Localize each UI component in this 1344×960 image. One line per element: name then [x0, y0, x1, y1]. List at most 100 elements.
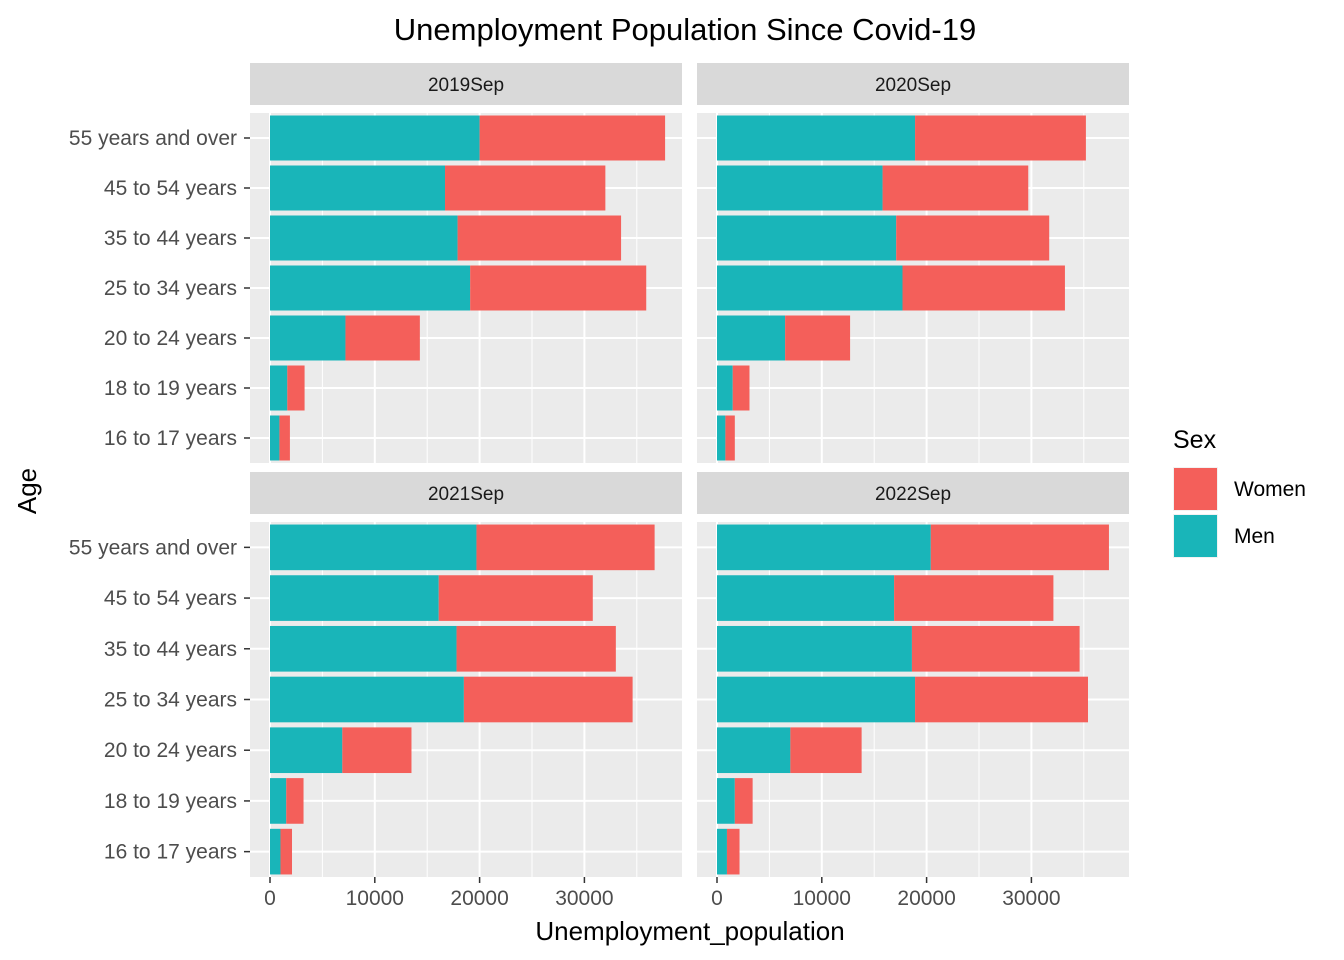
bar-women-2: [790, 727, 862, 774]
legend-label-women: Women: [1234, 478, 1306, 501]
bar-men-2: [717, 727, 791, 774]
y-tick-label: 35 to 44 years: [104, 227, 237, 250]
bar-men-0: [717, 828, 727, 875]
y-tick-label: 35 to 44 years: [104, 638, 237, 661]
bar-women-4: [456, 625, 616, 672]
bar-men-3: [270, 265, 471, 311]
y-tick-label: 16 to 17 years: [104, 427, 237, 450]
y-tick-label: 55 years and over: [69, 536, 237, 559]
bar-women-3: [902, 265, 1065, 311]
x-tick-label: 10000: [793, 887, 851, 910]
x-tick-label: 20000: [450, 887, 508, 910]
y-tick-label: 16 to 17 years: [104, 841, 237, 864]
x-tick-label: 10000: [346, 887, 404, 910]
bar-men-0: [717, 415, 726, 461]
x-axis-title: Unemployment_population: [535, 916, 844, 946]
x-tick-label: 0: [711, 887, 723, 910]
bar-men-1: [717, 365, 733, 411]
bar-women-6: [476, 524, 655, 571]
bar-men-2: [717, 315, 786, 361]
y-tick-label: 18 to 19 years: [104, 377, 237, 400]
bar-women-6: [479, 115, 666, 161]
bar-men-4: [270, 625, 457, 672]
bar-men-5: [270, 575, 439, 621]
bar-men-6: [717, 115, 916, 161]
bar-women-3: [915, 676, 1088, 723]
legend: Sex Women Men: [1173, 426, 1306, 558]
bar-women-3: [463, 676, 633, 723]
bar-women-0: [726, 828, 740, 875]
y-axis-title: Age: [12, 468, 42, 514]
bar-men-5: [717, 575, 895, 621]
bar-men-1: [717, 778, 735, 824]
bar-men-2: [270, 315, 346, 361]
y-tick-label: 25 to 34 years: [104, 277, 237, 300]
bar-women-1: [732, 365, 750, 411]
facet-strip: [697, 63, 1129, 105]
bar-men-6: [717, 524, 931, 571]
bar-men-6: [270, 115, 480, 161]
bar-women-4: [457, 215, 622, 261]
bar-women-1: [287, 365, 305, 411]
legend-key-men: [1174, 515, 1217, 557]
facet-panel-2022Sep: 2022Sep 0 10000 20000 30000: [697, 472, 1129, 910]
x-tick-label: 0: [264, 887, 276, 910]
chart-title: Unemployment Population Since Covid-19: [394, 12, 976, 47]
bar-men-4: [717, 625, 912, 672]
bar-women-6: [915, 115, 1086, 161]
y-tick-label: 20 to 24 years: [104, 739, 237, 762]
bar-men-5: [270, 165, 446, 211]
bar-women-2: [785, 315, 851, 361]
facet-panel-2021Sep: 2021Sep 16 to 17 years 18 to 19 years 20 to…: [69, 472, 682, 910]
bar-women-1: [286, 778, 304, 824]
bar-men-6: [270, 524, 477, 571]
bar-men-3: [717, 676, 916, 723]
bar-women-3: [470, 265, 647, 311]
y-tick-label: 45 to 54 years: [104, 587, 237, 610]
x-tick-label: 30000: [555, 887, 613, 910]
y-tick-label: 55 years and over: [69, 127, 237, 150]
bar-women-0: [280, 828, 293, 875]
bar-women-0: [279, 415, 290, 461]
bar-women-4: [911, 625, 1080, 672]
bar-men-3: [717, 265, 903, 311]
bar-men-0: [270, 828, 281, 875]
bar-women-5: [882, 165, 1029, 211]
facet-strip: [697, 472, 1129, 514]
y-tick-label: 45 to 54 years: [104, 177, 237, 200]
facet-strip-label: 2020Sep: [875, 75, 951, 96]
facet-strip-label: 2021Sep: [428, 484, 504, 505]
bar-men-5: [717, 165, 883, 211]
bar-men-0: [270, 415, 280, 461]
facet-strip: [250, 472, 682, 514]
bar-women-4: [896, 215, 1050, 261]
bar-women-2: [342, 727, 412, 774]
bar-women-5: [894, 575, 1054, 621]
x-tick-label: 30000: [1002, 887, 1060, 910]
legend-key-women: [1174, 468, 1217, 510]
bar-men-3: [270, 676, 464, 723]
bar-men-1: [270, 778, 287, 824]
facet-strip: [250, 63, 682, 105]
y-tick-label: 20 to 24 years: [104, 327, 237, 350]
facet-strip-label: 2022Sep: [875, 484, 951, 505]
bar-men-4: [717, 215, 897, 261]
y-tick-label: 18 to 19 years: [104, 790, 237, 813]
facet-panel-2019Sep: 2019Sep 16 to 17 years 18 to 19 years 20 to…: [69, 63, 682, 463]
bar-women-5: [438, 575, 593, 621]
bar-women-1: [734, 778, 753, 824]
legend-label-men: Men: [1234, 525, 1275, 548]
facet-panel-2020Sep: 2020Sep: [697, 63, 1129, 463]
facet-strip-label: 2019Sep: [428, 75, 504, 96]
y-tick-label: 25 to 34 years: [104, 689, 237, 712]
bar-men-1: [270, 365, 288, 411]
bar-women-6: [930, 524, 1109, 571]
bar-women-0: [725, 415, 735, 461]
bar-men-2: [270, 727, 343, 774]
legend-title: Sex: [1173, 426, 1217, 454]
facet-panels: 2019Sep 16 to 17 years 18 to 19 years 20 to…: [69, 63, 1129, 910]
bar-women-2: [345, 315, 420, 361]
x-tick-label: 20000: [897, 887, 955, 910]
bar-men-4: [270, 215, 458, 261]
